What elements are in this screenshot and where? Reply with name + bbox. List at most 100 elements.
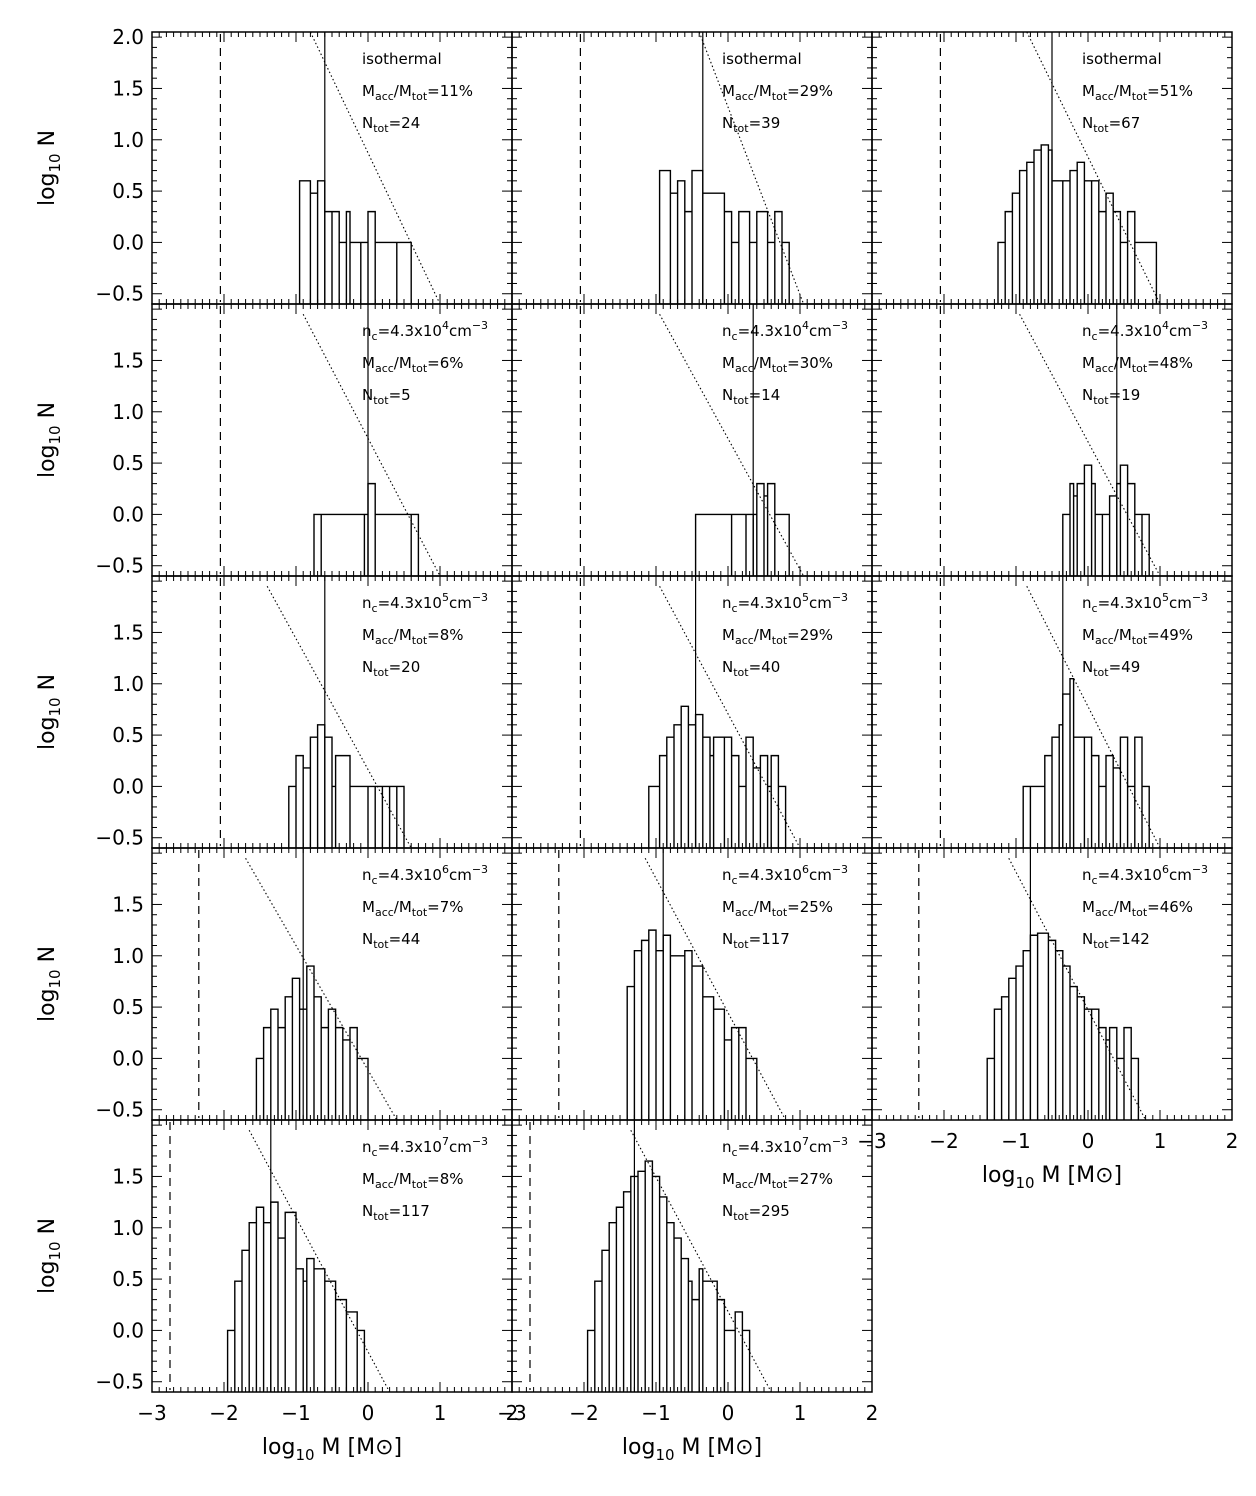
panel-r0-c1: isothermal Macc/Mtot=29% Ntot=39: [511, 31, 873, 305]
histogram-bars: [298, 180, 412, 304]
histogram-bars: [288, 724, 405, 848]
panel-r3-c1: nc=4.3x106cm−3 Macc/Mtot=25% Ntot=117: [511, 847, 873, 1121]
x-tick-label: 2: [506, 1401, 519, 1425]
mass-ratio-label: Macc/Mtot=29%: [722, 626, 833, 647]
density-label: nc=4.3x104cm−3: [362, 319, 488, 343]
count-label: Ntot=117: [362, 1202, 430, 1223]
y-tick-label: 2.0: [112, 25, 144, 49]
mass-ratio-label: Macc/Mtot=25%: [722, 898, 833, 919]
mass-ratio-label: Macc/Mtot=8%: [362, 1170, 464, 1191]
x-tick-label: 1: [434, 1401, 447, 1425]
y-tick-label: 0.0: [112, 502, 144, 526]
x-tick-label: −2: [209, 1401, 238, 1425]
count-label: Ntot=40: [722, 658, 780, 679]
salpeter-slope-line: [248, 1130, 391, 1392]
y-axis-label: log10 N: [35, 402, 64, 478]
panel-r1-c0: −0.5 0.0 0.5 1.0 1.5 log10 N nc=4.3x104cm−3 Mac…: [35, 303, 513, 578]
density-label: nc=4.3x105cm−3: [1082, 591, 1208, 615]
mass-ratio-label: Macc/Mtot=46%: [1082, 898, 1193, 919]
density-label: nc=4.3x106cm−3: [722, 863, 848, 887]
histogram-bars: [694, 482, 790, 576]
salpeter-slope-line: [1008, 858, 1147, 1120]
x-tick-label: 2: [1226, 1129, 1239, 1153]
y-tick-label: 1.5: [112, 348, 144, 372]
density-label: nc=4.3x105cm−3: [722, 591, 848, 615]
histogram-bars: [313, 482, 420, 576]
y-tick-label: −0.5: [95, 1370, 144, 1394]
density-label: nc=4.3x107cm−3: [722, 1135, 848, 1159]
y-tick-label: −0.5: [95, 1098, 144, 1122]
panel-r0-c2: isothermal Macc/Mtot=51% Ntot=67: [871, 31, 1233, 305]
histogram-bars: [255, 965, 369, 1120]
panel-r1-c1: nc=4.3x104cm−3 Macc/Mtot=30% Ntot=14: [511, 303, 873, 577]
mass-ratio-label: Macc/Mtot=11%: [362, 82, 473, 103]
panel-r2-c1: nc=4.3x105cm−3 Macc/Mtot=29% Ntot=40: [511, 575, 873, 849]
histogram-bars: [1022, 677, 1150, 848]
y-tick-label: 1.5: [112, 76, 144, 100]
y-tick-label: 0.0: [112, 1046, 144, 1070]
histogram-bars: [648, 705, 787, 848]
panels-layer: −0.5 0.0 0.5 1.0 1.5 2.0 log10 N isothermal Macc…: [35, 25, 1238, 1464]
count-label: Ntot=49: [1082, 658, 1140, 679]
count-label: Ntot=44: [362, 930, 420, 951]
count-label: Ntot=39: [722, 114, 780, 135]
panel-frame: [151, 847, 513, 1121]
panel-label: isothermal: [1082, 50, 1162, 68]
count-label: Ntot=19: [1082, 386, 1140, 407]
histogram-bars: [997, 144, 1158, 304]
x-tick-label: −2: [929, 1129, 958, 1153]
salpeter-slope-line: [698, 32, 805, 304]
panel-label: isothermal: [722, 50, 802, 68]
mass-ratio-label: Macc/Mtot=51%: [1082, 82, 1193, 103]
panel-r0-c0: −0.5 0.0 0.5 1.0 1.5 2.0 log10 N isothermal Macc…: [35, 25, 513, 306]
y-axis-label: log10 N: [35, 946, 64, 1022]
x-tick-label: 0: [362, 1401, 375, 1425]
salpeter-slope-line: [659, 586, 801, 848]
density-label: nc=4.3x105cm−3: [362, 591, 488, 615]
x-tick-label: 0: [722, 1401, 735, 1425]
y-axis-label: log10 N: [35, 130, 64, 206]
x-tick-label: −3: [137, 1401, 166, 1425]
panel-frame: [871, 303, 1233, 577]
y-tick-label: 0.0: [112, 1318, 144, 1342]
y-tick-label: 0.0: [112, 230, 144, 254]
mass-ratio-label: Macc/Mtot=6%: [362, 354, 464, 375]
y-tick-label: 1.5: [112, 1164, 144, 1188]
y-tick-label: 1.0: [112, 400, 144, 424]
salpeter-slope-line: [659, 313, 805, 576]
histogram-bars: [626, 929, 758, 1120]
y-tick-label: 1.0: [112, 1216, 144, 1240]
mass-ratio-label: Macc/Mtot=30%: [722, 354, 833, 375]
count-label: Ntot=117: [722, 930, 790, 951]
y-tick-label: 1.5: [112, 620, 144, 644]
salpeter-slope-line: [644, 858, 787, 1120]
count-label: Ntot=295: [722, 1202, 790, 1223]
panel-r2-c0: −0.5 0.0 0.5 1.0 1.5 log10 N nc=4.3x105cm−3 Mac…: [35, 575, 513, 850]
y-tick-label: 0.5: [112, 179, 144, 203]
x-tick-label: 0: [1082, 1129, 1095, 1153]
panel-r3-c0: −0.5 0.0 0.5 1.0 1.5 log10 N nc=4.3x106cm−3 Mac…: [35, 847, 513, 1122]
x-tick-label: −1: [1001, 1129, 1030, 1153]
salpeter-slope-line: [1019, 314, 1161, 576]
panel-r1-c2: nc=4.3x104cm−3 Macc/Mtot=48% Ntot=19: [871, 303, 1233, 577]
y-tick-label: 0.5: [112, 451, 144, 475]
panel-r2-c2: nc=4.3x105cm−3 Macc/Mtot=49% Ntot=49: [871, 575, 1233, 849]
salpeter-slope-line: [266, 585, 412, 848]
y-tick-label: −0.5: [95, 554, 144, 578]
x-tick-label: −3: [497, 1401, 526, 1425]
x-axis-label: log10 M [M⊙]: [982, 1163, 1122, 1192]
y-tick-label: 1.0: [112, 128, 144, 152]
mass-ratio-label: Macc/Mtot=8%: [362, 626, 464, 647]
salpeter-slope-line: [1026, 586, 1161, 848]
histogram-bars: [658, 169, 790, 304]
y-tick-label: 0.5: [112, 1267, 144, 1291]
panel-frame: [511, 303, 873, 577]
count-label: Ntot=142: [1082, 930, 1150, 951]
density-label: nc=4.3x106cm−3: [362, 863, 488, 887]
mass-ratio-label: Macc/Mtot=48%: [1082, 354, 1193, 375]
mass-ratio-label: Macc/Mtot=29%: [722, 82, 833, 103]
x-tick-label: 2: [866, 1401, 879, 1425]
x-tick-label: 1: [794, 1401, 807, 1425]
x-tick-label: 1: [1154, 1129, 1167, 1153]
density-label: nc=4.3x104cm−3: [722, 319, 848, 343]
